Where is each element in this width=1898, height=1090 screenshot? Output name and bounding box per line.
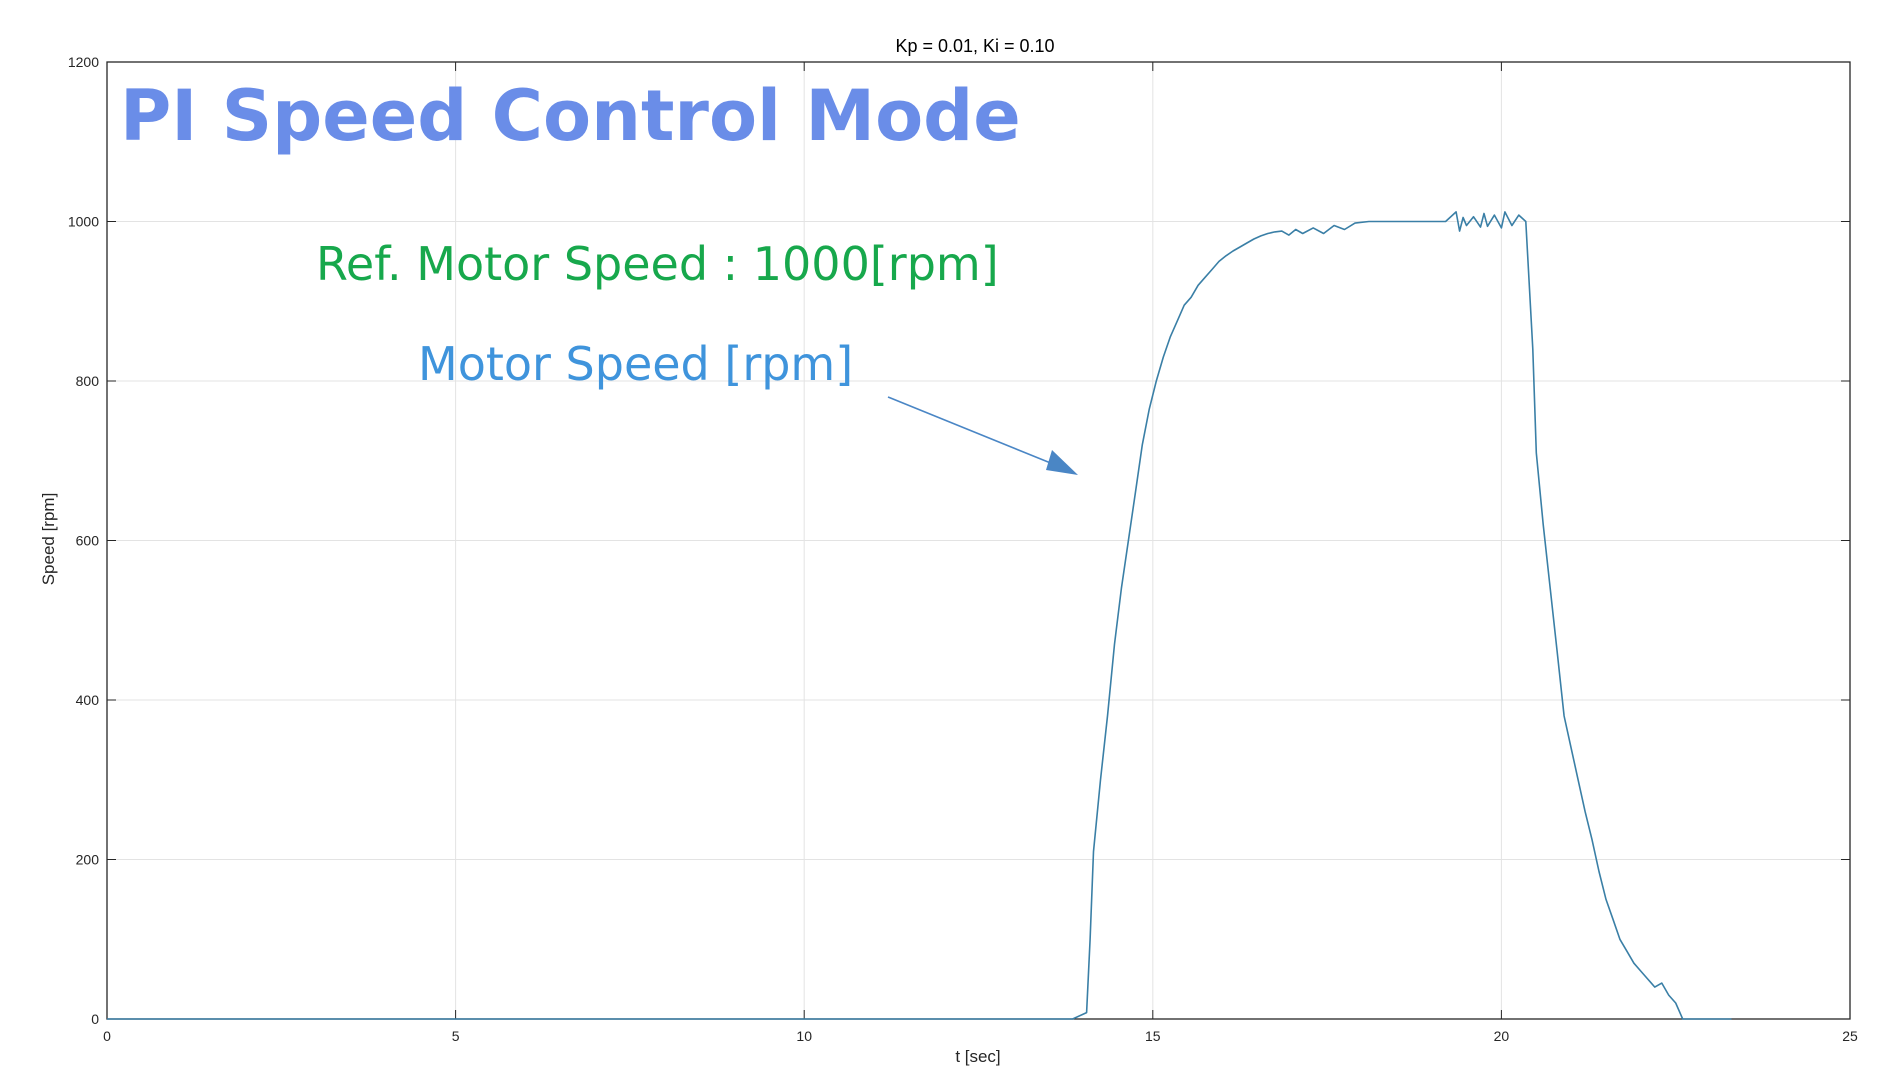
- annotation-title: PI Speed Control Mode: [120, 75, 1021, 157]
- x-tick-label: 15: [1145, 1028, 1161, 1044]
- y-tick-label: 200: [76, 852, 100, 868]
- chart-title: Kp = 0.01, Ki = 0.10: [895, 36, 1054, 56]
- x-axis-label: t [sec]: [955, 1047, 1000, 1066]
- grid: [107, 62, 1850, 1019]
- speed-series-line: [107, 211, 1732, 1020]
- x-tick-label: 25: [1842, 1028, 1858, 1044]
- annotation-motor-speed: Motor Speed [rpm]: [418, 337, 853, 391]
- y-tick-label: 800: [76, 373, 100, 389]
- y-tick-label: 600: [76, 533, 100, 549]
- y-tick-label: 0: [91, 1011, 99, 1027]
- y-tick-label: 400: [76, 692, 100, 708]
- annotation-reference-speed: Ref. Motor Speed : 1000[rpm]: [316, 237, 999, 291]
- annotation-arrow-line: [887, 396, 1059, 467]
- annotation-arrow: [887, 396, 1078, 475]
- x-tick-label: 10: [796, 1028, 812, 1044]
- y-tick-label: 1200: [68, 54, 99, 70]
- x-tick-label: 5: [452, 1028, 460, 1044]
- x-tick-label: 20: [1494, 1028, 1510, 1044]
- tick-labels: 0 5 10 15 20 25 0 200 400 600 800 1000 1200: [68, 54, 1858, 1044]
- y-tick-label: 1000: [68, 214, 99, 230]
- annotation-arrow-head: [1046, 450, 1078, 475]
- series-group: [107, 211, 1732, 1020]
- y-axis-label: Speed [rpm]: [39, 493, 58, 586]
- x-tick-label: 0: [103, 1028, 111, 1044]
